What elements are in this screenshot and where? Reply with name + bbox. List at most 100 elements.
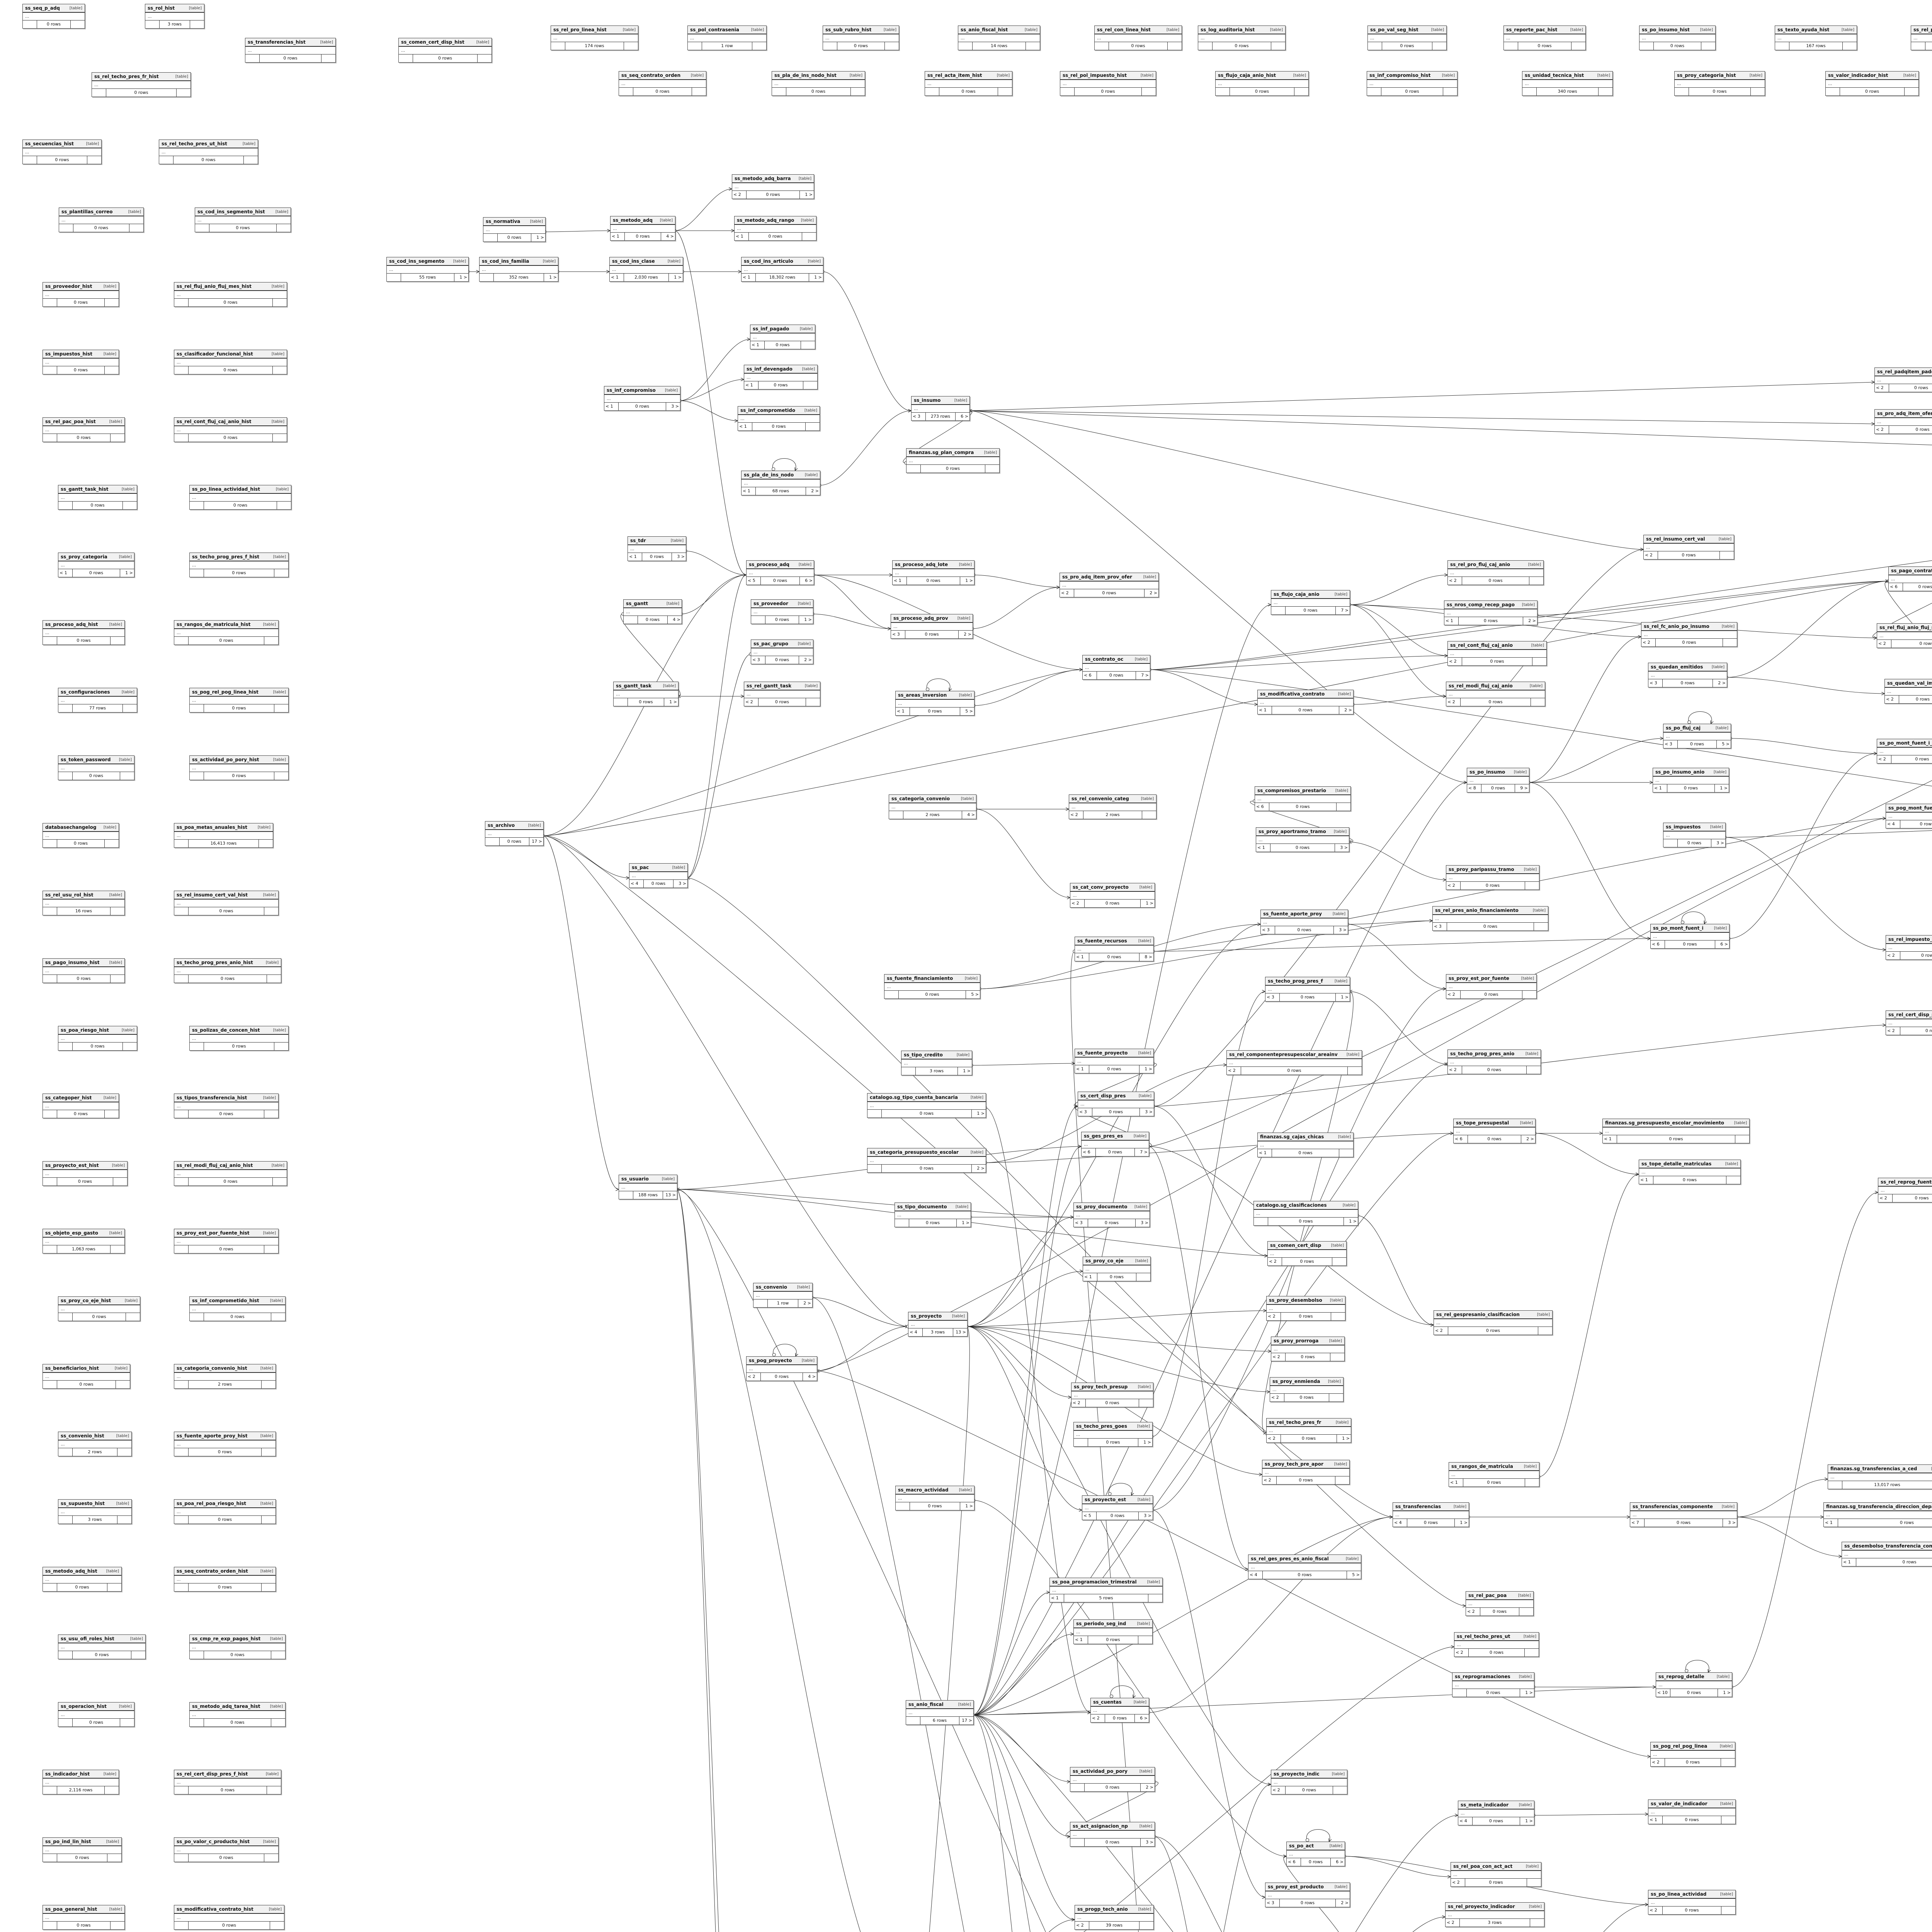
table-link[interactable]: [table]	[1134, 657, 1148, 662]
table-link[interactable]: [table]	[1140, 73, 1153, 78]
table-link[interactable]: [table]	[1329, 1844, 1342, 1848]
table-box-ss_sub_rubro_hist[interactable]: ss_sub_rubro_hist [table]... 0 rows	[823, 26, 899, 50]
table-link[interactable]: [table]	[320, 40, 333, 44]
table-link[interactable]: [table]	[798, 176, 811, 181]
table-link[interactable]: [table]	[1293, 73, 1306, 78]
table-link[interactable]: [table]	[103, 825, 116, 830]
table-box-ss_rol_hist[interactable]: ss_rol_hist [table]... 3 rows	[145, 4, 204, 29]
table-link[interactable]: [table]	[103, 284, 116, 289]
table-box-ss_metodo_adq_hist[interactable]: ss_metodo_adq_hist [table]... 0 rows	[43, 1567, 122, 1592]
table-box-ss_convenio_hist[interactable]: ss_convenio_hist [table]... 2 rows	[58, 1432, 132, 1456]
table-link[interactable]: [table]	[1345, 1556, 1359, 1561]
table-box-ss_categoria_convenio_hist[interactable]: ss_categoria_convenio_hist [table]... 2 ro…	[174, 1364, 276, 1389]
table-link[interactable]: [table]	[260, 1434, 273, 1438]
table-box-ss_seq_p_adq[interactable]: ss_seq_p_adq [table]... 0 rows	[22, 4, 85, 29]
table-box-finanzas.sg_transferencia_direccion_departamental[interactable]: finanzas.sg_transferencia_direccion_depa…	[1823, 1502, 1932, 1527]
table-link[interactable]: [table]	[116, 1434, 129, 1438]
table-link[interactable]: [table]	[961, 796, 974, 801]
table-link[interactable]: [table]	[119, 1704, 132, 1709]
table-link[interactable]: [table]	[109, 893, 122, 897]
table-box-ss_rel_cert_disp_pres_f[interactable]: ss_rel_cert_disp_pres_f[table]...< 20 ro…	[1886, 1010, 1932, 1035]
table-box-ss_rel_techo_pres_fr_hist[interactable]: ss_rel_techo_pres_fr_hist [table]... 0 row…	[92, 72, 191, 97]
table-link[interactable]: [table]	[543, 259, 556, 264]
table-link[interactable]: [table]	[1725, 1162, 1738, 1166]
table-link[interactable]: [table]	[1138, 1907, 1151, 1912]
table-link[interactable]: [table]	[665, 388, 678, 393]
table-link[interactable]: [table]	[959, 1488, 972, 1492]
table-link[interactable]: [table]	[1514, 770, 1527, 774]
table-link[interactable]: [table]	[798, 641, 811, 646]
table-link[interactable]: [table]	[476, 40, 489, 44]
table-box-ss_rel_pro_linea_hist[interactable]: ss_rel_pro_linea_hist [table]... 174 rows	[551, 26, 638, 50]
table-link[interactable]: [table]	[797, 1285, 810, 1289]
table-box-ss_cod_ins_clase[interactable]: ss_cod_ins_clase [table]... < 1 2,030 rows 1…	[609, 257, 683, 282]
table-box-ss_tipos_transferencia_hist[interactable]: ss_tipos_transferencia_hist [table]... 0 r…	[174, 1094, 279, 1118]
table-link[interactable]: [table]	[954, 398, 967, 403]
table-box-ss_secuencias_hist[interactable]: ss_secuencias_hist [table]... 0 rows	[22, 139, 102, 164]
table-box-finanzas.sg_plan_compra[interactable]: finanzas.sg_plan_compra [table]... 0 rows	[906, 448, 1000, 473]
table-link[interactable]: [table]	[1137, 1621, 1150, 1626]
table-link[interactable]: [table]	[1531, 643, 1544, 648]
table-link[interactable]: [table]	[276, 487, 289, 492]
table-box-ss_rel_fluj_anio_fluj_mes_hist[interactable]: ss_rel_fluj_anio_fluj_mes_hist [table]...…	[174, 282, 287, 307]
table-link[interactable]: [table]	[1519, 1674, 1532, 1679]
table-box-ss_archivo[interactable]: ss_archivo [table]... 0 rows 17 >	[485, 821, 544, 846]
table-link[interactable]: [table]	[1331, 1243, 1344, 1248]
table-link[interactable]: [table]	[271, 284, 284, 289]
table-box-ss_categoria_convenio[interactable]: ss_categoria_convenio [table]... 2 rows 4 >	[889, 794, 976, 819]
table-link[interactable]: [table]	[984, 450, 997, 455]
table-link[interactable]: [table]	[1526, 1864, 1539, 1869]
table-box-ss_impuestos_hist[interactable]: ss_impuestos_hist [table]... 0 rows	[43, 350, 119, 374]
table-box-ss_fuente_financiamiento[interactable]: ss_fuente_financiamiento [table]... 0 rows…	[884, 974, 980, 999]
table-box-ss_modificativa_contrato_hist[interactable]: ss_modificativa_contrato_hist [table]... 0…	[174, 1905, 284, 1930]
table-box-ss_convenio[interactable]: ss_convenio [table]... 1 row 2 >	[753, 1283, 813, 1308]
table-link[interactable]: [table]	[952, 1314, 965, 1318]
table-link[interactable]: [table]	[1537, 1312, 1550, 1317]
table-link[interactable]: [table]	[1719, 1744, 1733, 1748]
table-box-ss_categoper_hist[interactable]: ss_categoper_hist [table]... 0 rows	[43, 1094, 119, 1118]
table-box-ss_fuente_aporte_proy_hist[interactable]: ss_fuente_aporte_proy_hist [table]... 0 ro…	[174, 1432, 276, 1456]
table-link[interactable]: [table]	[257, 825, 270, 830]
table-link[interactable]: [table]	[801, 1358, 815, 1363]
table-box-ss_flujo_caja_anio_hist[interactable]: ss_flujo_caja_anio_hist [table]... 0 rows	[1215, 71, 1309, 96]
table-link[interactable]: [table]	[273, 554, 286, 559]
table-link[interactable]: [table]	[1139, 1824, 1152, 1828]
table-link[interactable]: [table]	[1138, 939, 1151, 943]
table-link[interactable]: [table]	[1521, 976, 1534, 981]
table-box-ss_rel_modi_fluj_caj_anio_hist[interactable]: ss_rel_modi_fluj_caj_anio_hist [table]...…	[174, 1161, 287, 1186]
table-box-ss_rel_padqitem_padqins[interactable]: ss_rel_padqitem_padqins[table]...< 20 ro…	[1874, 367, 1932, 392]
table-link[interactable]: [table]	[956, 1053, 969, 1057]
table-box-ss_beneficiarios_hist[interactable]: ss_beneficiarios_hist [table]... 0 rows	[43, 1364, 130, 1389]
table-box-ss_valor_indicador_hist[interactable]: ss_valor_indicador_hist [table]... 0 rows	[1825, 71, 1919, 96]
table-link[interactable]: [table]	[1453, 1504, 1466, 1509]
table-link[interactable]: [table]	[121, 1028, 134, 1032]
table-box-ss_poa_rel_poa_riesgo_hist[interactable]: ss_poa_rel_poa_riesgo_hist [table]... 0 ro…	[174, 1499, 276, 1524]
table-link[interactable]: [table]	[801, 218, 814, 223]
table-box-ss_proy_categoria_hist[interactable]: ss_proy_categoria_hist [table]... 0 rows	[1674, 71, 1765, 96]
table-link[interactable]: [table]	[260, 1569, 273, 1573]
table-link[interactable]: [table]	[269, 1907, 282, 1912]
table-link[interactable]: [table]	[958, 1702, 971, 1707]
table-link[interactable]: [table]	[970, 1095, 983, 1100]
table-link[interactable]: [table]	[1138, 1094, 1151, 1098]
